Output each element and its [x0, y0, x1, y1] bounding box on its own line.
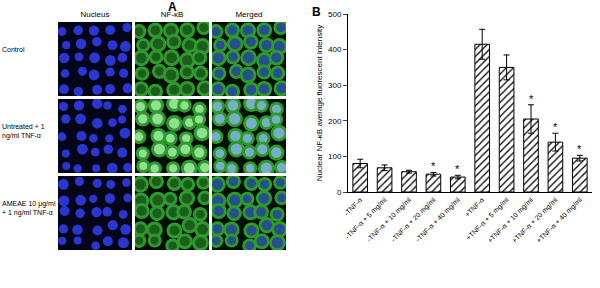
html-text:NF-κB: NF-κB [160, 10, 184, 19]
html-text:AMEAE 10 μg/ml + 1 ng/ml TNF-α: AMEAE 10 μg/ml + 1 ng/ml TNF-α [2, 200, 56, 216]
svg-text:200: 200 [328, 117, 342, 126]
html-text:Control: Control [2, 46, 25, 53]
svg-text:0: 0 [337, 188, 342, 197]
svg-text:+TNF-α + 20 mg/ml: +TNF-α + 20 mg/ml [511, 196, 560, 245]
html-text:Merged: Merged [235, 10, 263, 19]
svg-text:300: 300 [328, 81, 342, 90]
svg-text:400: 400 [328, 45, 342, 54]
svg-text:*: * [431, 160, 436, 172]
svg-text:B: B [312, 5, 321, 19]
svg-text:+TNF-α + 10 mg/ml: +TNF-α + 10 mg/ml [486, 196, 535, 245]
html-text:Untreated + 1 ng/ml TNF-α: Untreated + 1 ng/ml TNF-α [2, 123, 45, 139]
svg-text:-TNF-α + 40 mg/ml: -TNF-α + 40 mg/ml [414, 196, 462, 244]
svg-text:-TNF-α + 20 mg/ml: -TNF-α + 20 mg/ml [390, 196, 438, 244]
svg-text:-TNF-α: -TNF-α [343, 196, 364, 217]
html-text:A: A [168, 0, 177, 14]
svg-text:Nuclear NF-κB average fluoresc: Nuclear NF-κB average fluorescent intens… [315, 25, 324, 182]
svg-text:-TNF-α + 5 mg/ml: -TNF-α + 5 mg/ml [344, 196, 389, 241]
svg-text:*: * [577, 143, 582, 155]
svg-text:-TNF-α + 10 mg/ml: -TNF-α + 10 mg/ml [365, 196, 413, 244]
svg-text:+TNF-α: +TNF-α [463, 196, 485, 218]
svg-text:100: 100 [328, 152, 342, 161]
svg-text:*: * [455, 163, 460, 175]
svg-text:*: * [553, 121, 558, 133]
svg-text:*: * [529, 93, 534, 105]
html-text:Nucleus: Nucleus [80, 10, 110, 19]
svg-text:+TNF-α + 40 mg/ml: +TNF-α + 40 mg/ml [535, 196, 584, 245]
svg-text:500: 500 [328, 10, 342, 19]
svg-text:+TNF-α + 5 mg/ml: +TNF-α + 5 mg/ml [465, 196, 511, 242]
